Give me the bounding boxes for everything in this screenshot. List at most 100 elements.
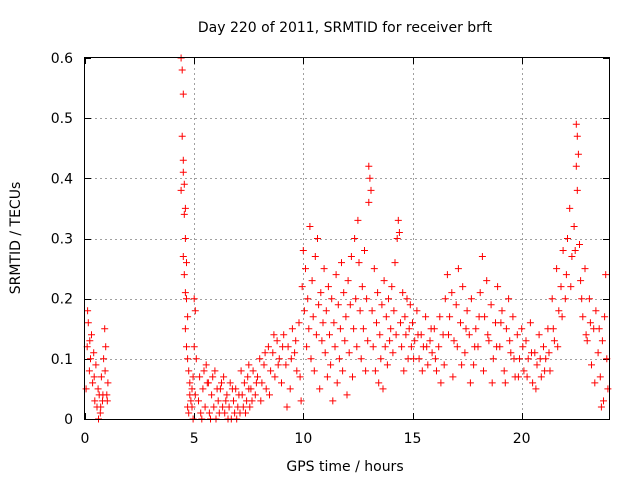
data-point	[97, 373, 105, 381]
data-point	[332, 271, 340, 279]
data-point	[450, 337, 458, 345]
axis-ticks	[85, 58, 609, 420]
data-point	[402, 331, 410, 339]
data-point	[329, 397, 337, 405]
data-point	[577, 277, 585, 285]
data-point	[312, 331, 320, 339]
data-point	[411, 337, 419, 345]
tick-labels: 0 0.1 0.2 0.3 0.4 0.5 0.6 0 5 10 15 20	[51, 51, 531, 447]
data-point	[180, 180, 188, 188]
data-point	[242, 409, 249, 417]
data-point	[179, 156, 187, 164]
data-point	[333, 379, 341, 387]
data-point	[358, 283, 366, 291]
data-point	[300, 307, 308, 315]
data-point	[489, 355, 497, 363]
data-point	[381, 343, 389, 351]
data-point	[598, 337, 606, 345]
data-point	[471, 343, 479, 351]
data-point	[213, 385, 221, 393]
data-point	[392, 331, 400, 339]
data-point	[84, 319, 92, 327]
data-point	[356, 307, 364, 315]
data-point	[244, 373, 252, 381]
data-point	[483, 277, 491, 285]
data-point	[295, 319, 303, 327]
data-point	[571, 247, 579, 254]
data-point	[463, 307, 471, 315]
data-point	[409, 319, 416, 327]
data-point	[222, 397, 230, 405]
data-point	[256, 355, 264, 363]
data-point	[452, 301, 460, 309]
data-point	[197, 409, 205, 417]
data-point	[405, 325, 413, 333]
data-point	[184, 313, 192, 321]
data-point	[388, 283, 396, 291]
data-point	[101, 325, 109, 333]
data-point	[189, 373, 197, 381]
data-point	[336, 325, 344, 333]
data-point	[183, 295, 190, 303]
data-point	[591, 379, 599, 387]
data-point	[196, 373, 204, 381]
data-point	[359, 325, 367, 333]
data-point	[596, 373, 604, 381]
data-point	[513, 331, 521, 339]
data-point	[454, 265, 462, 273]
data-point	[485, 337, 493, 345]
data-point	[251, 391, 259, 399]
data-point	[91, 397, 99, 405]
data-point	[526, 319, 534, 327]
data-point	[567, 283, 575, 291]
x-tick-label: 10	[294, 431, 312, 447]
data-point	[99, 391, 107, 399]
data-point	[441, 295, 449, 303]
data-point	[461, 349, 469, 357]
data-point	[363, 295, 371, 303]
data-point	[211, 367, 219, 375]
data-point	[376, 331, 384, 339]
data-point	[181, 325, 189, 333]
data-point	[555, 307, 563, 315]
data-point	[355, 259, 363, 267]
data-point	[102, 343, 110, 351]
data-point	[200, 367, 208, 375]
data-point	[278, 379, 285, 387]
data-point	[188, 385, 196, 393]
data-point	[500, 367, 508, 375]
data-point	[183, 343, 190, 351]
data-point	[393, 235, 401, 242]
data-point	[602, 271, 610, 279]
data-point	[562, 271, 570, 279]
x-axis-label: GPS time / hours	[286, 459, 403, 475]
data-point	[557, 283, 565, 291]
data-point	[204, 379, 212, 387]
data-point	[493, 343, 501, 351]
data-point	[537, 373, 545, 381]
y-tick-label: 0.4	[51, 171, 73, 187]
data-point	[271, 373, 279, 381]
data-point	[390, 307, 398, 315]
data-point	[191, 307, 199, 315]
data-point	[190, 295, 198, 303]
data-point	[215, 409, 223, 417]
data-point	[375, 379, 383, 387]
data-point	[303, 343, 311, 351]
data-point	[357, 355, 365, 363]
y-tick-label: 0.2	[51, 292, 73, 308]
data-point	[540, 343, 547, 351]
data-point	[342, 313, 350, 321]
data-point	[374, 289, 382, 297]
data-point	[346, 301, 354, 309]
data-point	[94, 385, 102, 393]
data-point	[86, 337, 94, 345]
data-point	[505, 295, 513, 303]
data-point	[529, 379, 537, 387]
data-points	[82, 54, 612, 423]
data-point	[310, 367, 318, 375]
data-point	[558, 313, 566, 321]
data-point	[398, 343, 406, 351]
data-point	[354, 216, 362, 224]
